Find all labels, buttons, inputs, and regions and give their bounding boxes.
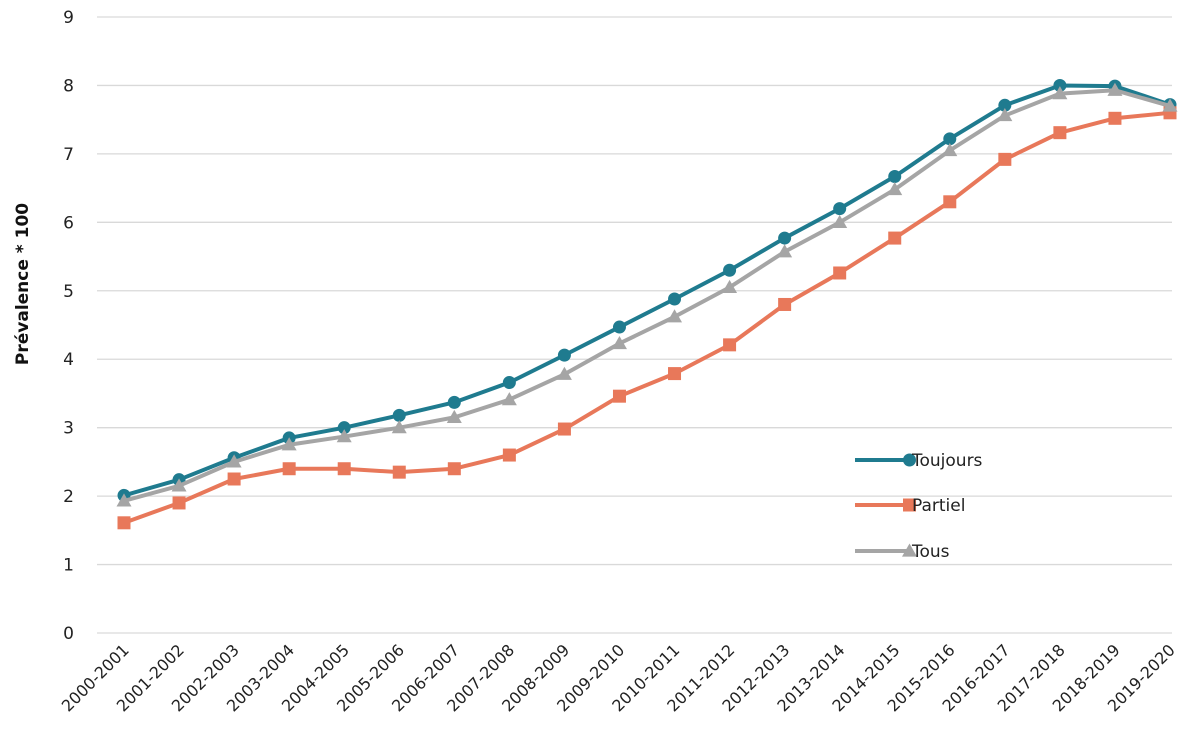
data-point: [337, 421, 351, 435]
data-point: [172, 496, 186, 510]
data-point: [1107, 82, 1123, 96]
data-point: [722, 279, 738, 293]
data-point: [502, 448, 516, 462]
x-axis-ticks: 2000-20012001-20022002-20032003-20042004…: [58, 640, 1179, 715]
data-point: [723, 263, 737, 277]
legend-label: Tous: [911, 542, 950, 562]
data-point: [998, 98, 1012, 112]
data-point: [997, 108, 1013, 122]
data-point: [447, 395, 461, 409]
data-point: [943, 195, 957, 209]
data-point: [446, 409, 462, 424]
legend-item-toujours: Toujours: [855, 451, 983, 471]
data-point: [832, 214, 848, 228]
data-point: [227, 472, 241, 486]
data-point: [668, 292, 682, 306]
data-point: [612, 389, 626, 403]
data-point: [778, 297, 792, 311]
data-point: [557, 422, 571, 436]
data-point: [447, 462, 461, 476]
data-point: [391, 420, 407, 434]
data-point: [226, 454, 242, 468]
data-point: [1162, 98, 1178, 112]
data-point: [502, 375, 516, 389]
y-tick-label: 7: [63, 145, 74, 165]
y-tick-label: 1: [63, 556, 74, 576]
data-point: [667, 309, 683, 323]
series-line-partiel: [122, 110, 1172, 525]
legend-label: Partiel: [912, 496, 965, 516]
series-tous: [116, 82, 1178, 507]
data-point: [612, 320, 626, 334]
data-point: [336, 429, 352, 443]
data-point: [777, 244, 793, 258]
series-group: [116, 78, 1178, 530]
series-line-toujours: [122, 83, 1172, 498]
data-point: [943, 132, 957, 146]
data-point: [392, 465, 406, 479]
data-point: [1052, 86, 1068, 100]
data-point: [611, 335, 627, 350]
data-point: [998, 152, 1012, 166]
data-point: [888, 231, 902, 245]
y-tick-label: 0: [63, 624, 74, 644]
data-point: [557, 348, 571, 362]
data-point: [888, 169, 902, 183]
y-tick-label: 9: [63, 8, 74, 28]
y-tick-label: 4: [63, 350, 74, 370]
data-point: [833, 266, 847, 280]
legend-label: Toujours: [911, 451, 983, 471]
data-point: [778, 231, 792, 245]
data-point: [668, 367, 682, 381]
legend-marker: [903, 453, 916, 467]
y-axis-label: Prévalence * 100: [13, 203, 33, 365]
gridlines: [97, 16, 1172, 634]
series-line-tous: [122, 88, 1172, 503]
data-point: [723, 338, 737, 352]
y-tick-label: 6: [63, 213, 74, 233]
data-point: [116, 493, 132, 507]
legend-marker: [902, 543, 917, 557]
y-tick-label: 5: [63, 282, 74, 302]
data-point: [1053, 126, 1067, 140]
data-point: [281, 437, 297, 451]
y-tick-label: 8: [63, 76, 74, 96]
y-axis-ticks: 0 1 2 3 4 5 6 7 8 9: [63, 8, 74, 644]
series-partiel: [117, 106, 1177, 530]
data-point: [171, 478, 187, 492]
data-point: [1053, 78, 1067, 92]
data-point: [833, 202, 847, 216]
data-point: [282, 462, 296, 476]
data-point: [887, 181, 903, 196]
data-point: [117, 516, 131, 530]
y-tick-label: 2: [63, 487, 74, 507]
data-point: [501, 392, 517, 406]
legend: Toujours Partiel Tous: [855, 451, 983, 562]
y-tick-label: 3: [63, 419, 74, 439]
data-point: [1108, 111, 1122, 125]
legend-item-tous: Tous: [855, 542, 950, 562]
data-point: [392, 408, 406, 422]
data-point: [942, 142, 958, 157]
legend-item-partiel: Partiel: [855, 496, 965, 516]
data-point: [556, 366, 572, 380]
legend-marker: [903, 498, 916, 512]
data-point: [337, 462, 351, 476]
